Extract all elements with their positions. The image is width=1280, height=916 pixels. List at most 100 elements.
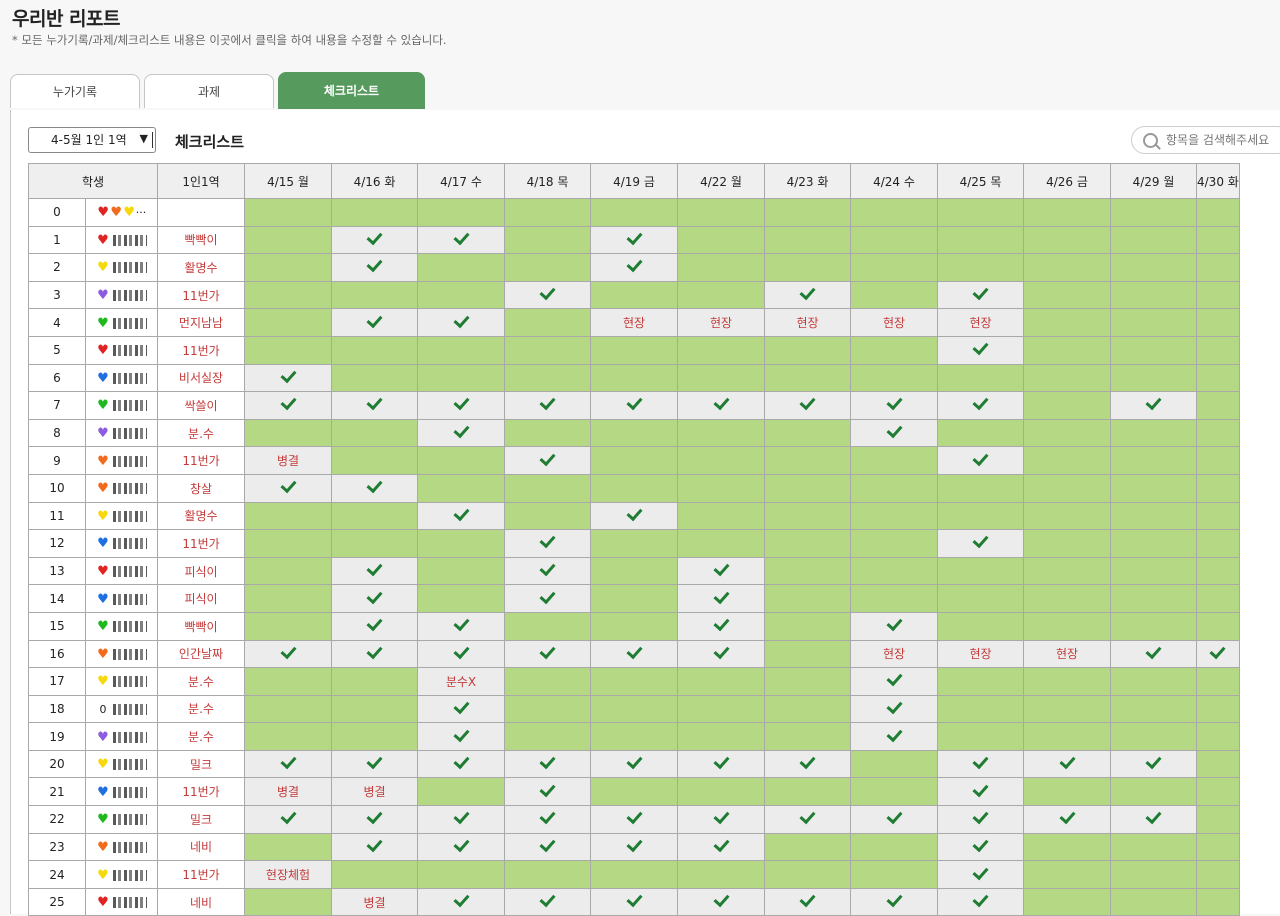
checklist-cell[interactable] <box>244 529 332 558</box>
checklist-cell-checked[interactable] <box>937 860 1024 889</box>
checklist-cell-checked[interactable] <box>504 391 591 420</box>
checklist-cell[interactable] <box>764 722 851 751</box>
checklist-cell-checked[interactable] <box>504 749 591 779</box>
student-name[interactable]: ♥ <box>85 529 158 558</box>
role-cell[interactable]: 11번가 <box>157 860 245 889</box>
checklist-cell-checked[interactable] <box>764 280 851 310</box>
checklist-cell[interactable] <box>1110 860 1197 889</box>
checklist-cell[interactable] <box>1023 473 1111 503</box>
checklist-cell-checked[interactable] <box>937 335 1024 365</box>
checklist-cell-note[interactable]: 현장 <box>937 308 1024 337</box>
checklist-cell-checked[interactable] <box>331 639 418 669</box>
checklist-cell[interactable] <box>764 198 851 227</box>
checklist-cell[interactable] <box>244 198 332 227</box>
checklist-cell[interactable] <box>1110 280 1197 310</box>
checklist-cell[interactable] <box>1110 556 1197 586</box>
checklist-cell-checked[interactable] <box>417 887 505 916</box>
checklist-cell[interactable] <box>1023 253 1111 282</box>
checklist-cell-checked[interactable] <box>937 391 1024 420</box>
checklist-cell-checked[interactable] <box>244 639 332 669</box>
tab-nuga-record[interactable]: 누가기록 <box>10 74 140 108</box>
checklist-cell-checked[interactable] <box>1023 749 1111 779</box>
checklist-cell[interactable] <box>1023 363 1111 393</box>
checklist-cell-checked[interactable] <box>764 887 851 916</box>
checklist-cell-note[interactable]: 현장 <box>590 308 678 337</box>
checklist-cell-checked[interactable] <box>937 777 1024 807</box>
checklist-cell[interactable] <box>764 777 851 807</box>
checklist-cell[interactable] <box>937 667 1024 696</box>
checklist-cell[interactable] <box>1196 832 1240 862</box>
checklist-cell[interactable] <box>850 446 938 475</box>
checklist-cell-checked[interactable] <box>590 639 678 669</box>
checklist-cell[interactable] <box>1023 777 1111 807</box>
checklist-cell[interactable] <box>1023 418 1111 448</box>
checklist-cell[interactable] <box>1196 501 1240 531</box>
role-cell[interactable]: 네비 <box>157 832 245 862</box>
checklist-cell[interactable] <box>1196 805 1240 834</box>
checklist-cell-checked[interactable] <box>1023 805 1111 834</box>
checklist-cell-checked[interactable] <box>504 529 591 558</box>
checklist-cell[interactable] <box>417 529 505 558</box>
checklist-cell[interactable] <box>850 860 938 889</box>
checklist-cell[interactable] <box>590 584 678 613</box>
tab-assignment[interactable]: 과제 <box>144 74 274 108</box>
student-name[interactable]: ♥ <box>85 473 158 503</box>
checklist-cell-checked[interactable] <box>504 805 591 834</box>
role-cell[interactable]: 밀크 <box>157 749 245 779</box>
tab-checklist[interactable]: 체크리스트 <box>278 72 425 109</box>
checklist-cell[interactable] <box>331 198 418 227</box>
checklist-cell[interactable] <box>677 335 765 365</box>
checklist-cell[interactable] <box>1196 722 1240 751</box>
student-name[interactable]: ♥ <box>85 805 158 834</box>
role-cell[interactable]: 빡빡이 <box>157 225 245 255</box>
role-cell[interactable] <box>157 198 245 227</box>
checklist-cell[interactable] <box>1110 777 1197 807</box>
checklist-cell[interactable] <box>1110 694 1197 724</box>
checklist-cell[interactable] <box>244 694 332 724</box>
checklist-cell[interactable] <box>331 335 418 365</box>
student-name[interactable]: ♥ <box>85 639 158 669</box>
checklist-cell[interactable] <box>764 639 851 669</box>
checklist-cell-checked[interactable] <box>677 887 765 916</box>
checklist-cell-checked[interactable] <box>590 391 678 420</box>
checklist-cell-checked[interactable] <box>850 722 938 751</box>
checklist-cell-checked[interactable] <box>504 584 591 613</box>
checklist-cell-checked[interactable] <box>1110 391 1197 420</box>
checklist-cell[interactable] <box>850 777 938 807</box>
student-name[interactable]: ♥ <box>85 280 158 310</box>
checklist-cell-checked[interactable] <box>937 280 1024 310</box>
role-cell[interactable]: 11번가 <box>157 529 245 558</box>
checklist-cell[interactable] <box>504 253 591 282</box>
checklist-cell[interactable] <box>1196 667 1240 696</box>
checklist-cell-note[interactable]: 병결 <box>331 887 418 916</box>
checklist-cell-checked[interactable] <box>331 805 418 834</box>
checklist-cell[interactable] <box>937 363 1024 393</box>
role-cell[interactable]: 분.수 <box>157 694 245 724</box>
checklist-cell[interactable] <box>590 667 678 696</box>
checklist-cell-checked[interactable] <box>677 611 765 641</box>
checklist-cell-checked[interactable] <box>677 639 765 669</box>
checklist-cell-checked[interactable] <box>331 832 418 862</box>
checklist-cell-checked[interactable] <box>850 694 938 724</box>
checklist-cell[interactable] <box>1196 749 1240 779</box>
checklist-cell[interactable] <box>417 335 505 365</box>
checklist-cell[interactable] <box>504 418 591 448</box>
checklist-cell[interactable] <box>504 722 591 751</box>
checklist-cell[interactable] <box>244 584 332 613</box>
checklist-cell[interactable] <box>244 253 332 282</box>
checklist-cell[interactable] <box>1196 225 1240 255</box>
checklist-cell-checked[interactable] <box>937 749 1024 779</box>
checklist-cell-checked[interactable] <box>331 749 418 779</box>
checklist-cell-checked[interactable] <box>590 749 678 779</box>
checklist-cell-checked[interactable] <box>417 722 505 751</box>
checklist-cell[interactable] <box>244 418 332 448</box>
student-name[interactable]: ♥ <box>85 556 158 586</box>
checklist-cell[interactable] <box>504 667 591 696</box>
checklist-cell[interactable] <box>677 446 765 475</box>
checklist-cell-note[interactable]: 현장 <box>850 639 938 669</box>
checklist-cell-checked[interactable] <box>331 584 418 613</box>
checklist-cell[interactable] <box>850 198 938 227</box>
checklist-cell-checked[interactable] <box>417 805 505 834</box>
checklist-cell[interactable] <box>1196 777 1240 807</box>
checklist-cell-checked[interactable] <box>331 253 418 282</box>
